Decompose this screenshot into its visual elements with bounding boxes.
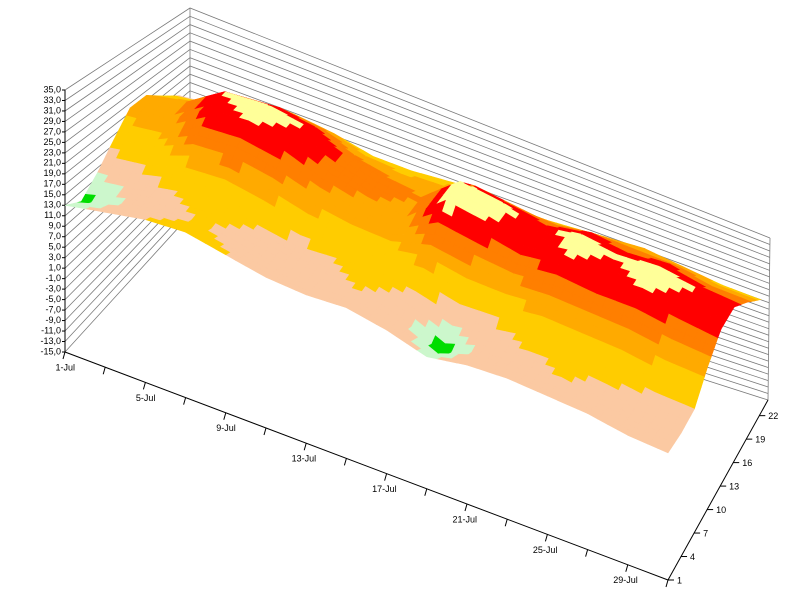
y-axis [667, 399, 769, 581]
x-tick-label: 21-Jul [452, 514, 477, 524]
x-axis [64, 351, 669, 581]
surface-cell [64, 204, 80, 208]
surface [64, 91, 762, 454]
z-tick-label: 5,0 [48, 242, 61, 252]
z-tick-label: -13,0 [40, 336, 61, 346]
z-tick-label: 17,0 [43, 179, 61, 189]
z-tick-label: 7,0 [48, 231, 61, 241]
z-tick-label: 25,0 [43, 137, 61, 147]
x-tick [223, 412, 227, 420]
z-tick-label: 1,0 [48, 263, 61, 273]
y-tick-label: 10 [716, 505, 726, 515]
y-tick-label: 16 [742, 458, 752, 468]
x-tick-label: 5-Jul [136, 393, 156, 403]
z-tick-label: -9,0 [45, 315, 61, 325]
x-tick [303, 443, 307, 451]
y-tick-label: 7 [703, 528, 708, 538]
z-tick-label: 9,0 [48, 221, 61, 231]
z-tick-label: 11,0 [44, 210, 61, 220]
x-tick [384, 473, 388, 481]
z-tick-label: -15,0 [40, 346, 61, 356]
x-tick [62, 351, 66, 360]
x-tick [585, 549, 589, 557]
x-tick [343, 458, 347, 466]
z-tick-label: 3,0 [48, 252, 61, 262]
y-tick-label: 13 [729, 481, 739, 491]
x-tick-label: 29-Jul [613, 575, 638, 585]
y-tick-label: 4 [690, 552, 695, 562]
z-tick-label: -7,0 [45, 304, 61, 314]
x-tick [544, 534, 548, 542]
z-tick-label: 15,0 [43, 189, 61, 199]
x-tick [665, 579, 669, 588]
z-tick-label: 19,0 [43, 168, 61, 178]
x-tick [263, 427, 267, 436]
y-tick-label: 1 [677, 575, 682, 585]
z-tick-label: 23,0 [43, 147, 61, 157]
z-tick-label: 29,0 [43, 116, 61, 126]
z-tick-label: 21,0 [43, 158, 61, 168]
z-tick-label: 13,0 [43, 200, 61, 210]
x-tick [183, 397, 187, 405]
z-tick-label: 27,0 [43, 126, 61, 136]
x-tick-label: 17-Jul [372, 484, 397, 494]
x-tick [102, 367, 106, 375]
z-tick-label: -3,0 [45, 283, 61, 293]
z-tick-label: -11,0 [41, 325, 61, 335]
wall-edge [767, 237, 771, 401]
y-tick-label: 19 [755, 435, 765, 445]
z-tick-label: 35,0 [43, 84, 61, 94]
z-tick-label: -5,0 [45, 294, 61, 304]
x-tick-label: 9-Jul [216, 423, 236, 433]
x-tick [464, 503, 468, 512]
z-tick-label: 33,0 [43, 95, 61, 105]
x-tick-label: 1-Jul [55, 362, 75, 372]
y-tick-label: 22 [768, 411, 778, 421]
z-tick-label: 31,0 [43, 105, 61, 115]
x-tick-label: 13-Jul [292, 454, 317, 464]
x-tick [625, 564, 629, 572]
x-tick [424, 488, 428, 496]
x-tick-label: 25-Jul [533, 545, 558, 555]
x-tick [504, 519, 508, 527]
z-tick-label: -1,0 [45, 273, 61, 283]
x-tick [142, 382, 146, 390]
